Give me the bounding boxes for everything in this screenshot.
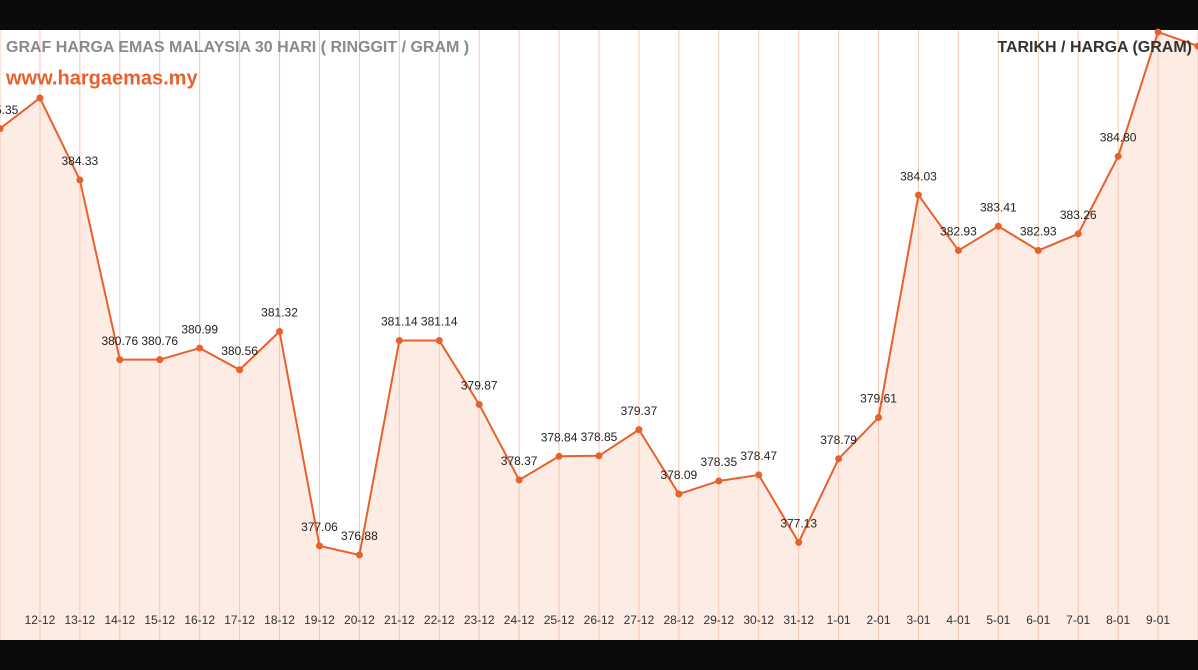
value-label: 381.14 bbox=[381, 315, 418, 329]
x-tick-label: 12-12 bbox=[25, 613, 56, 627]
plot: 385.35384.33380.76380.76380.99380.56381.… bbox=[0, 28, 1198, 641]
point bbox=[914, 191, 922, 199]
point bbox=[1194, 42, 1198, 50]
point bbox=[835, 455, 843, 463]
value-label: 379.37 bbox=[621, 404, 658, 418]
point bbox=[236, 366, 244, 374]
x-tick-label: 29-12 bbox=[703, 613, 734, 627]
x-tick-label: 9-01 bbox=[1146, 613, 1170, 627]
value-label: 378.47 bbox=[740, 449, 777, 463]
value-label: 378.09 bbox=[661, 468, 698, 482]
point bbox=[276, 327, 284, 335]
point bbox=[1034, 246, 1042, 254]
point bbox=[36, 94, 44, 102]
point bbox=[315, 542, 323, 550]
x-tick-label: 16-12 bbox=[184, 613, 215, 627]
point bbox=[116, 356, 124, 364]
x-tick-label: 7-01 bbox=[1066, 613, 1090, 627]
value-label: 376.88 bbox=[341, 529, 378, 543]
value-label: 378.84 bbox=[541, 430, 578, 444]
x-tick-label: 19-12 bbox=[304, 613, 335, 627]
point bbox=[475, 400, 483, 408]
point bbox=[795, 538, 803, 546]
point bbox=[595, 452, 603, 460]
point bbox=[954, 246, 962, 254]
point bbox=[1154, 28, 1162, 36]
point bbox=[715, 477, 723, 485]
x-tick-label: 24-12 bbox=[504, 613, 535, 627]
value-label: 384.80 bbox=[1100, 131, 1137, 145]
value-label: 382.93 bbox=[1020, 225, 1057, 239]
x-tick-label: 17-12 bbox=[224, 613, 255, 627]
point bbox=[0, 125, 4, 133]
point bbox=[435, 337, 443, 345]
x-tick-label: 3-01 bbox=[906, 613, 930, 627]
x-tick-label: 2-01 bbox=[867, 613, 891, 627]
x-tick-label: 30-12 bbox=[743, 613, 774, 627]
x-tick-label: 21-12 bbox=[384, 613, 415, 627]
x-tick-label: 14-12 bbox=[104, 613, 135, 627]
x-tick-label: 27-12 bbox=[624, 613, 655, 627]
value-label: 380.56 bbox=[221, 344, 258, 358]
value-label: 378.79 bbox=[820, 433, 857, 447]
value-label: 379.87 bbox=[461, 379, 498, 393]
point bbox=[76, 176, 84, 184]
point bbox=[875, 414, 883, 422]
x-tick-label: 26-12 bbox=[584, 613, 615, 627]
value-label: 378.37 bbox=[501, 454, 538, 468]
x-tick-label: 8-01 bbox=[1106, 613, 1130, 627]
chart-subtitle: www.hargaemas.my bbox=[5, 67, 198, 89]
value-label: 377.13 bbox=[780, 517, 817, 531]
value-label: 380.76 bbox=[141, 334, 178, 348]
legend-title: TARIKH / HARGA (GRAM) bbox=[997, 39, 1192, 56]
value-label: 382.93 bbox=[940, 225, 977, 239]
point bbox=[635, 426, 643, 434]
x-tick-label: 4-01 bbox=[946, 613, 970, 627]
area bbox=[0, 32, 1198, 641]
point bbox=[755, 471, 763, 479]
value-label: 380.76 bbox=[101, 334, 138, 348]
value-label: 384.33 bbox=[62, 154, 99, 168]
point bbox=[994, 222, 1002, 230]
x-tick-label: 1-01 bbox=[827, 613, 851, 627]
point bbox=[1074, 230, 1082, 238]
point bbox=[1114, 152, 1122, 160]
x-tick-label: 5-01 bbox=[986, 613, 1010, 627]
x-tick-label: 15-12 bbox=[144, 613, 175, 627]
value-label: 377.06 bbox=[301, 520, 338, 534]
point bbox=[395, 337, 403, 345]
x-tick-label: 28-12 bbox=[664, 613, 695, 627]
value-label: 384.03 bbox=[900, 169, 937, 183]
x-tick-label: 20-12 bbox=[344, 613, 375, 627]
value-label: 379.61 bbox=[860, 392, 897, 406]
chart-title: GRAF HARGA EMAS MALAYSIA 30 HARI ( RINGG… bbox=[6, 39, 469, 56]
point bbox=[675, 490, 683, 498]
x-tick-label: 22-12 bbox=[424, 613, 455, 627]
x-tick-label: 6-01 bbox=[1026, 613, 1050, 627]
bottom-bar bbox=[0, 640, 1198, 670]
point bbox=[355, 551, 363, 559]
point bbox=[156, 356, 164, 364]
top-bar bbox=[0, 0, 1198, 30]
point bbox=[515, 476, 523, 484]
value-label: 378.35 bbox=[700, 455, 737, 469]
value-label: 381.14 bbox=[421, 315, 458, 329]
x-tick-label: 23-12 bbox=[464, 613, 495, 627]
value-label: 380.99 bbox=[181, 322, 218, 336]
value-label: 378.85 bbox=[581, 430, 618, 444]
point bbox=[196, 344, 204, 352]
value-label: 385.35 bbox=[0, 103, 19, 117]
value-label: 383.26 bbox=[1060, 208, 1097, 222]
point bbox=[555, 452, 563, 460]
x-tick-label: 18-12 bbox=[264, 613, 295, 627]
x-tick-label: 25-12 bbox=[544, 613, 575, 627]
x-tick-label: 13-12 bbox=[65, 613, 96, 627]
value-label: 383.41 bbox=[980, 200, 1017, 214]
x-tick-label: 31-12 bbox=[783, 613, 814, 627]
value-label: 381.32 bbox=[261, 306, 298, 320]
